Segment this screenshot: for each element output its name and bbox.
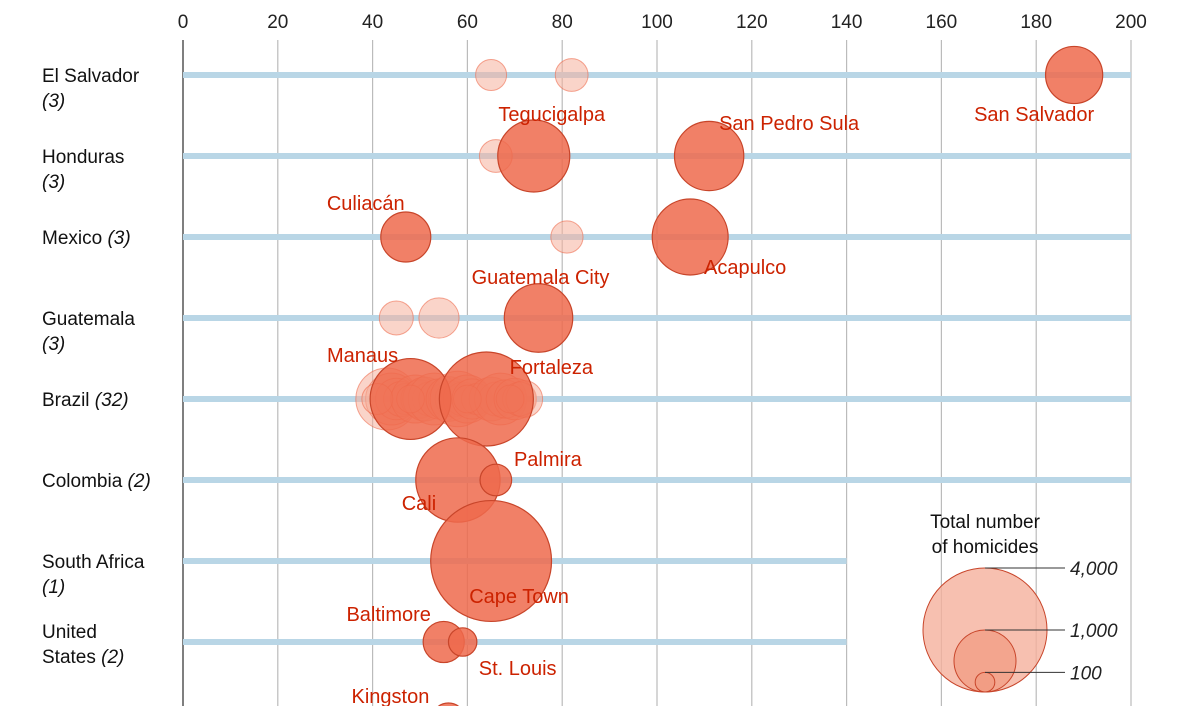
bubble-st-louis (448, 628, 476, 656)
city-label: San Salvador (974, 104, 1094, 126)
country-count: (3) (42, 334, 65, 355)
bubble-san-salvador (1046, 46, 1103, 103)
city-label: Kingston (352, 686, 430, 706)
x-axis-ticks: 0 20 40 60 80 100 120 140 160 180 200 (178, 12, 1147, 33)
country-name: United (42, 622, 97, 643)
tick-label: 80 (552, 12, 573, 33)
legend-value: 1,000 (1070, 621, 1118, 642)
bubble-tegucigalpa (498, 120, 570, 192)
bubble-other-city (551, 221, 583, 253)
legend: Total number of homicides 4,000 1,000 100 (923, 512, 1118, 692)
tick-label: 180 (1020, 12, 1052, 33)
legend-value: 100 (1070, 663, 1102, 684)
country-name: Colombia (2) (42, 471, 151, 492)
tick-label: 40 (362, 12, 383, 33)
country-name: El Salvador (42, 66, 140, 87)
tick-label: 0 (178, 12, 189, 33)
city-label: Acapulco (704, 257, 786, 279)
country-count: (3) (107, 228, 130, 249)
tick-label: 200 (1115, 12, 1147, 33)
bubble-culiac-n (381, 212, 431, 262)
legend-title-line1: Total number (930, 512, 1041, 533)
country-name: South Africa (42, 552, 145, 573)
country-name: Mexico (3) (42, 228, 131, 249)
legend-title-line2: of homicides (932, 537, 1039, 558)
tick-label: 20 (267, 12, 288, 33)
bubble-other-city (379, 301, 413, 335)
tick-label: 120 (736, 12, 768, 33)
city-label: Manaus (327, 345, 398, 367)
legend-value: 4,000 (1070, 559, 1118, 580)
city-label: Guatemala City (472, 267, 610, 289)
city-label: St. Louis (479, 658, 557, 680)
tick-label: 60 (457, 12, 478, 33)
bubble-palmira (480, 464, 512, 496)
bubble-other-city (476, 60, 507, 91)
country-count: (2) (101, 647, 124, 668)
tick-label: 100 (641, 12, 673, 33)
bubble-guatemala-city (504, 284, 572, 352)
city-label: Fortaleza (510, 357, 594, 379)
city-label: Culiacán (327, 193, 405, 215)
country-count: (1) (42, 577, 65, 598)
country-count: (3) (42, 91, 65, 112)
city-label: Tegucigalpa (498, 104, 606, 126)
city-label: Cali (402, 493, 436, 515)
city-label: Palmira (514, 449, 583, 471)
country-count: (3) (42, 172, 65, 193)
country-count: (32) (95, 390, 129, 411)
country-count: (2) (128, 471, 151, 492)
city-label: Cape Town (469, 586, 569, 608)
legend-circle (975, 672, 995, 692)
city-label: San Pedro Sula (719, 113, 860, 135)
country-name: Honduras (42, 147, 124, 168)
country-name: States (2) (42, 647, 124, 668)
country-name: Brazil (32) (42, 390, 129, 411)
tick-label: 140 (831, 12, 863, 33)
city-label: Baltimore (346, 604, 430, 626)
tick-label: 160 (926, 12, 958, 33)
country-name: Guatemala (42, 309, 135, 330)
bubble-other-city (419, 298, 459, 338)
bubble-other-city (555, 59, 588, 92)
